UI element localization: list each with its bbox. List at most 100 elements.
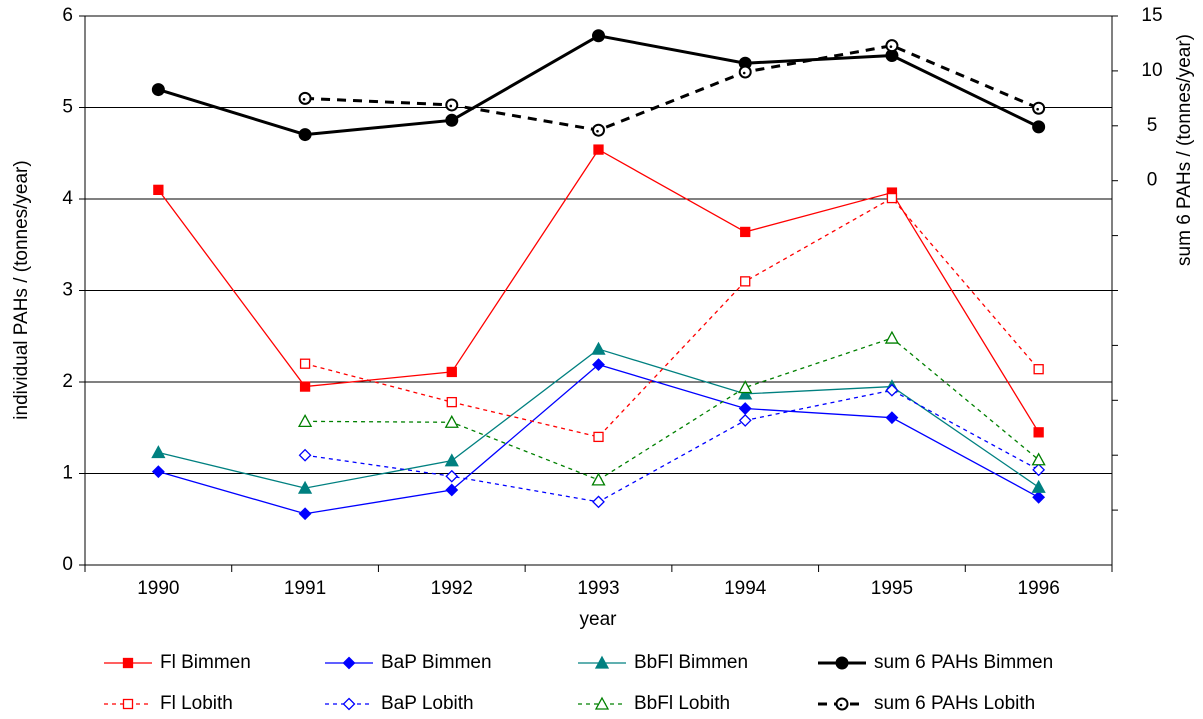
x-tick-label: 1996 [1018, 578, 1060, 599]
point [885, 383, 899, 397]
point [740, 276, 751, 287]
point [1032, 101, 1046, 115]
legend-marker [122, 698, 134, 710]
y2-tick-label: 10 [1141, 60, 1162, 81]
legend-item: Fl Bimmen [104, 652, 251, 673]
y-tick-label: 5 [62, 97, 73, 118]
point [1032, 120, 1046, 134]
legend-label: BaP Bimmen [381, 652, 492, 673]
point-dot [742, 71, 746, 75]
legend-marker [835, 697, 849, 711]
series-line [305, 337, 1040, 481]
y-tick-label: 3 [62, 280, 73, 301]
point [593, 431, 604, 443]
x-tick-label: 1992 [431, 578, 473, 599]
x-tick-label: 1991 [284, 578, 326, 599]
point [1031, 479, 1046, 493]
point [1033, 364, 1044, 375]
point [299, 358, 311, 369]
point [446, 366, 457, 378]
point [297, 413, 313, 427]
legend-item: Fl Lobith [104, 693, 233, 714]
point [884, 330, 900, 344]
series [298, 39, 1046, 137]
point [886, 192, 898, 204]
point [738, 402, 752, 415]
y2-tick-label: 5 [1147, 115, 1158, 136]
series-line [157, 34, 1040, 137]
point [444, 453, 459, 467]
point [738, 380, 753, 394]
point [740, 226, 751, 238]
point [591, 472, 606, 486]
point-dot [889, 45, 893, 48]
legend-marker [594, 696, 610, 710]
y-tick-label: 1 [62, 463, 73, 484]
point [1032, 463, 1046, 477]
y-tick-label: 6 [62, 5, 73, 26]
x-tick-label: 1993 [577, 578, 619, 599]
x-axis-label: year [580, 609, 618, 630]
legend-label: BaP Lobith [381, 693, 474, 714]
legend-marker [594, 655, 610, 669]
y2-tick-label: 0 [1147, 170, 1158, 191]
legend-item: BaP Lobith [325, 693, 474, 714]
point-dot [596, 129, 599, 133]
point [591, 341, 606, 355]
point [592, 495, 605, 509]
series [151, 29, 1046, 142]
legend-dot [839, 703, 843, 707]
legend-label: BbFl Lobith [634, 693, 730, 714]
point-dot [302, 98, 306, 101]
point [445, 113, 459, 127]
legend-label: sum 6 PAHs Bimmen [874, 652, 1053, 673]
legend-label: Fl Bimmen [160, 652, 251, 673]
point [738, 65, 752, 79]
x-tick-label: 1990 [137, 578, 179, 599]
point-dot [1036, 107, 1039, 111]
legend-label: Fl Lobith [160, 693, 233, 714]
legend-marker [342, 656, 356, 670]
point [738, 414, 752, 427]
y2-tick-label: 15 [1141, 5, 1162, 26]
legend-label: BbFl Bimmen [634, 652, 748, 673]
legend-item: BbFl Lobith [578, 693, 730, 714]
legend-label: sum 6 PAHs Lobith [874, 693, 1035, 714]
point [446, 396, 457, 408]
legend-item: sum 6 PAHs Lobith [818, 693, 1035, 714]
point [885, 39, 899, 53]
x-tick-label: 1994 [724, 578, 767, 599]
series [298, 383, 1046, 509]
series-line [304, 389, 1039, 503]
point-dot [449, 104, 453, 108]
y-tick-label: 0 [62, 554, 73, 575]
point [151, 83, 165, 97]
y-tick-label: 2 [62, 371, 73, 392]
point [885, 411, 899, 425]
point [153, 184, 164, 196]
point [298, 91, 312, 105]
y-tick-label: 4 [62, 188, 73, 209]
series-line [305, 44, 1040, 132]
point [738, 386, 753, 400]
point [445, 98, 459, 112]
point [593, 144, 604, 155]
legend-item: BaP Bimmen [325, 652, 492, 673]
point [445, 469, 459, 483]
point [151, 445, 166, 459]
y-axis-label: individual PAHs / (tonnes/year) [11, 160, 32, 419]
point [444, 414, 459, 428]
legend-marker [835, 656, 849, 670]
point [1033, 427, 1044, 438]
point [298, 448, 312, 462]
point [151, 465, 165, 479]
y2-axis-label: sum 6 PAHs / (tonnes/year) [1174, 34, 1195, 266]
point [298, 128, 312, 142]
series [297, 330, 1046, 486]
point [1031, 452, 1046, 466]
point [1032, 490, 1046, 504]
point [592, 29, 605, 43]
x-tick-label: 1995 [871, 578, 913, 599]
point [445, 483, 459, 497]
